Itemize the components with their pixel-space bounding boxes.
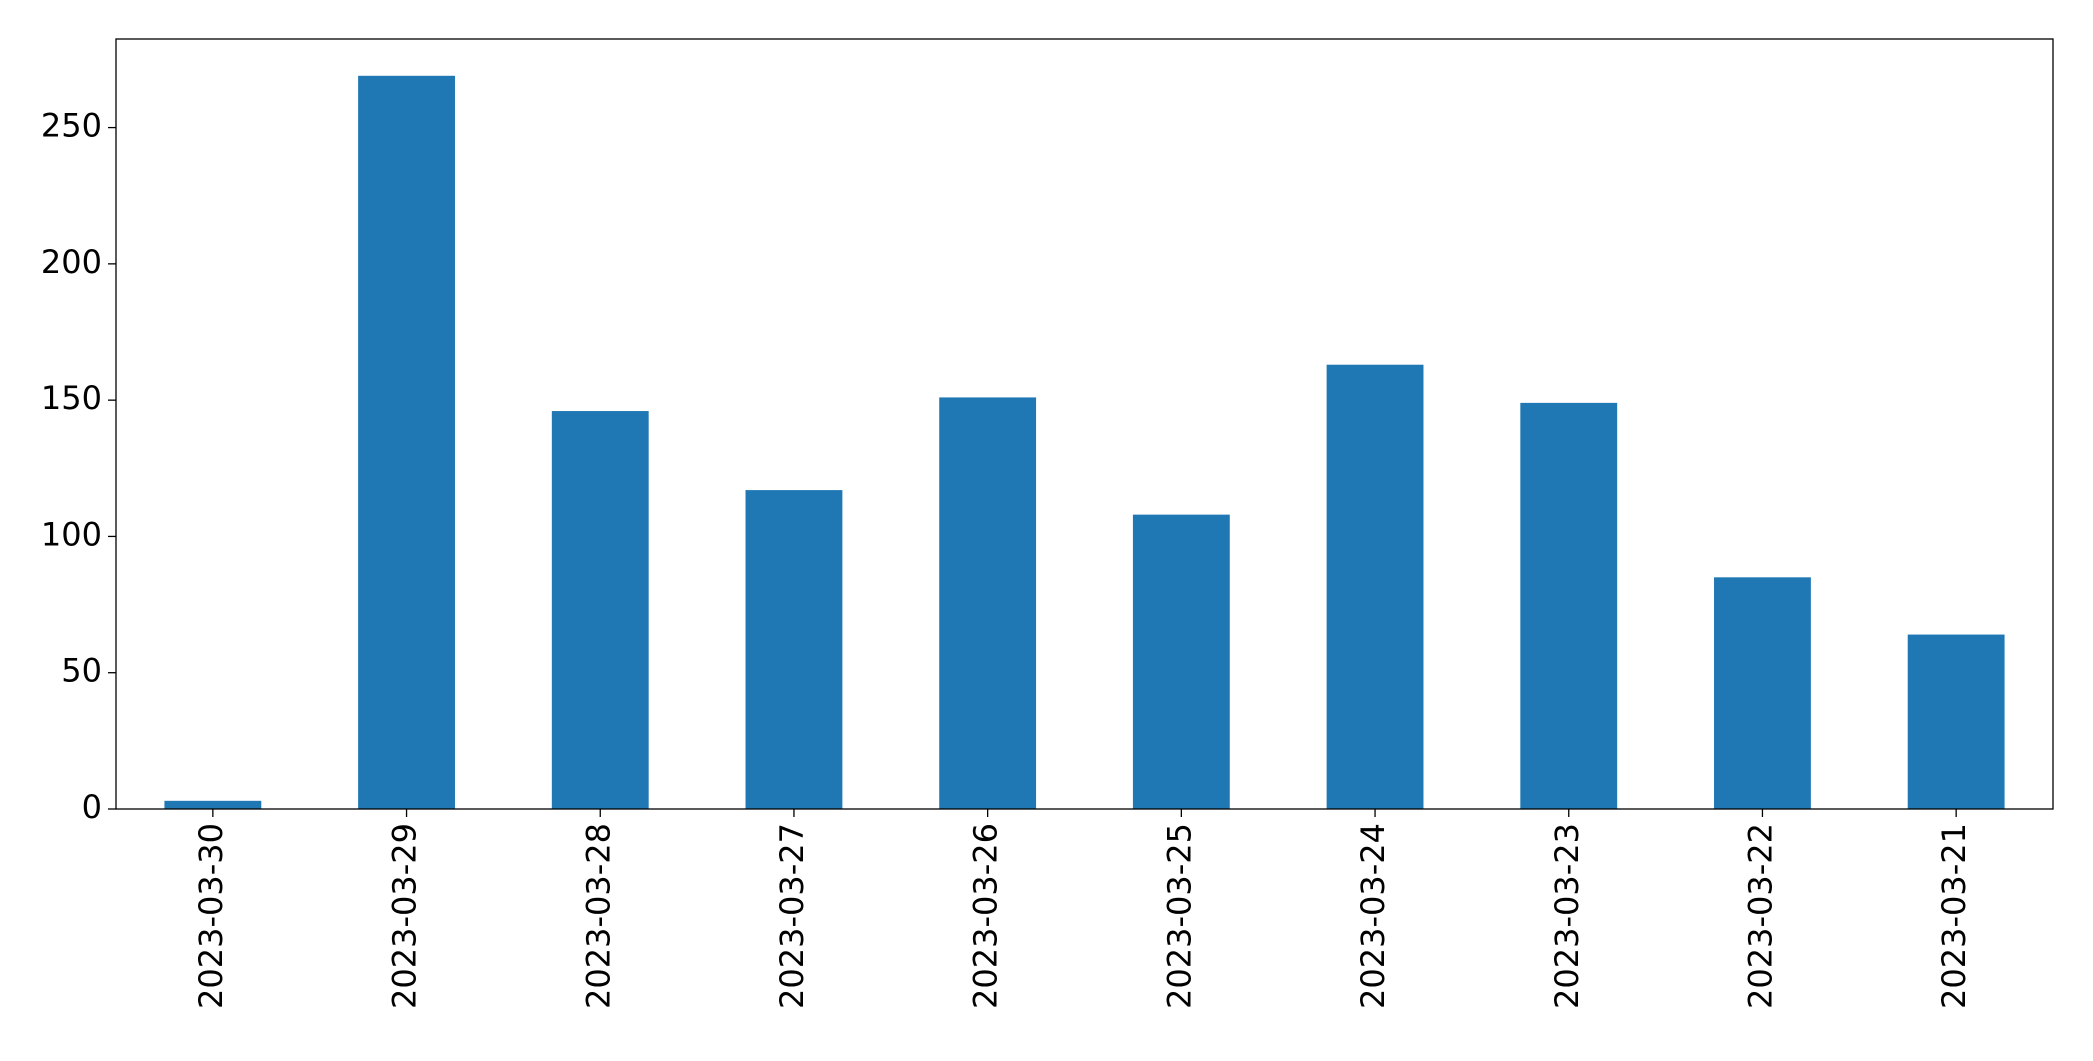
x-tick-label: 2023-03-27	[773, 823, 811, 1009]
bar	[1520, 402, 1618, 809]
bar	[1132, 514, 1230, 809]
y-tick-label: 200	[41, 243, 102, 281]
bar	[164, 800, 262, 809]
x-tick-label: 2023-03-26	[967, 823, 1005, 1009]
x-tick-label: 2023-03-24	[1354, 823, 1392, 1009]
y-tick-label: 100	[41, 515, 102, 553]
x-tick-label: 2023-03-29	[386, 823, 424, 1009]
y-tick-label: 50	[61, 652, 102, 690]
x-tick-label: 2023-03-30	[192, 823, 230, 1009]
bar	[1907, 634, 2005, 809]
plot-frame	[115, 38, 2054, 810]
bar	[745, 490, 843, 809]
x-tick-label: 2023-03-25	[1160, 823, 1198, 1009]
bar	[358, 75, 455, 810]
x-tick-label: 2023-03-22	[1741, 823, 1779, 1009]
y-tick-label: 150	[41, 379, 102, 417]
bar	[1326, 364, 1424, 809]
x-tick-label: 2023-03-21	[1935, 823, 1973, 1009]
x-tick-label: 2023-03-23	[1548, 823, 1586, 1009]
x-tick-label: 2023-03-28	[579, 823, 617, 1009]
y-tick-label: 0	[82, 788, 102, 826]
y-tick-label: 250	[41, 107, 102, 145]
bar	[551, 411, 649, 809]
bar	[939, 397, 1037, 809]
bar	[1714, 577, 1811, 809]
